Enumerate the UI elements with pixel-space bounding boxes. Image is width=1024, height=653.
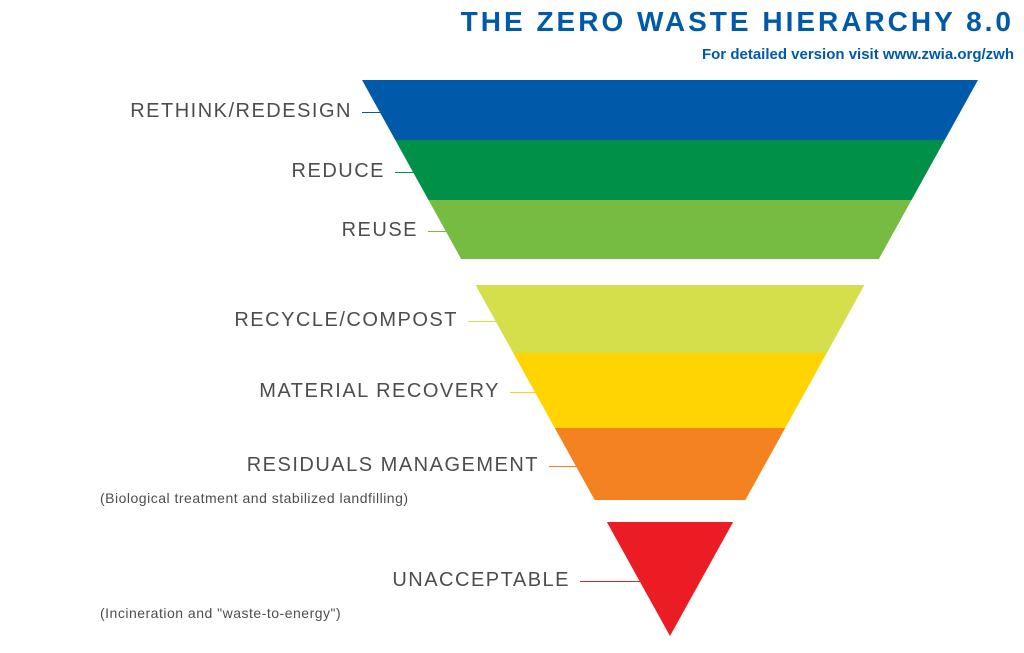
leader-line-4 (510, 392, 584, 393)
level-label-6: UNACCEPTABLE (392, 569, 570, 592)
zero-waste-hierarchy-diagram: { "title": "THE ZERO WASTE HIERARCHY 8.0… (0, 0, 1024, 653)
level-label-0: RETHINK/REDESIGN (130, 100, 352, 123)
leader-line-5 (549, 466, 624, 467)
funnel-slice-0 (362, 80, 978, 140)
level-label-3: RECYCLE/COMPOST (234, 309, 458, 332)
leader-line-6 (580, 581, 655, 582)
funnel-slice-5 (555, 428, 785, 500)
level-sublabel-6: (Incineration and "waste-to-energy") (100, 605, 341, 621)
level-label-5: RESIDUALS MANAGEMENT (247, 454, 539, 477)
diagram-subtitle: For detailed version visit www.zwia.org/… (702, 46, 1014, 63)
level-label-4: MATERIAL RECOVERY (259, 380, 500, 403)
funnel-slice-4 (513, 353, 827, 428)
funnel-slice-1 (395, 140, 945, 200)
level-label-2: REUSE (342, 219, 418, 242)
leader-line-0 (362, 112, 427, 113)
level-label-1: REDUCE (292, 160, 385, 183)
funnel-slice-2 (428, 200, 911, 259)
funnel-slice-3 (476, 285, 865, 353)
leader-line-1 (395, 172, 462, 173)
level-sublabel-5: (Biological treatment and stabilized lan… (100, 490, 409, 506)
leader-line-3 (468, 321, 545, 322)
diagram-title: THE ZERO WASTE HIERARCHY 8.0 (461, 6, 1014, 38)
leader-line-2 (428, 231, 494, 232)
funnel-slice-6 (607, 522, 733, 636)
funnel-svg (0, 0, 1024, 653)
